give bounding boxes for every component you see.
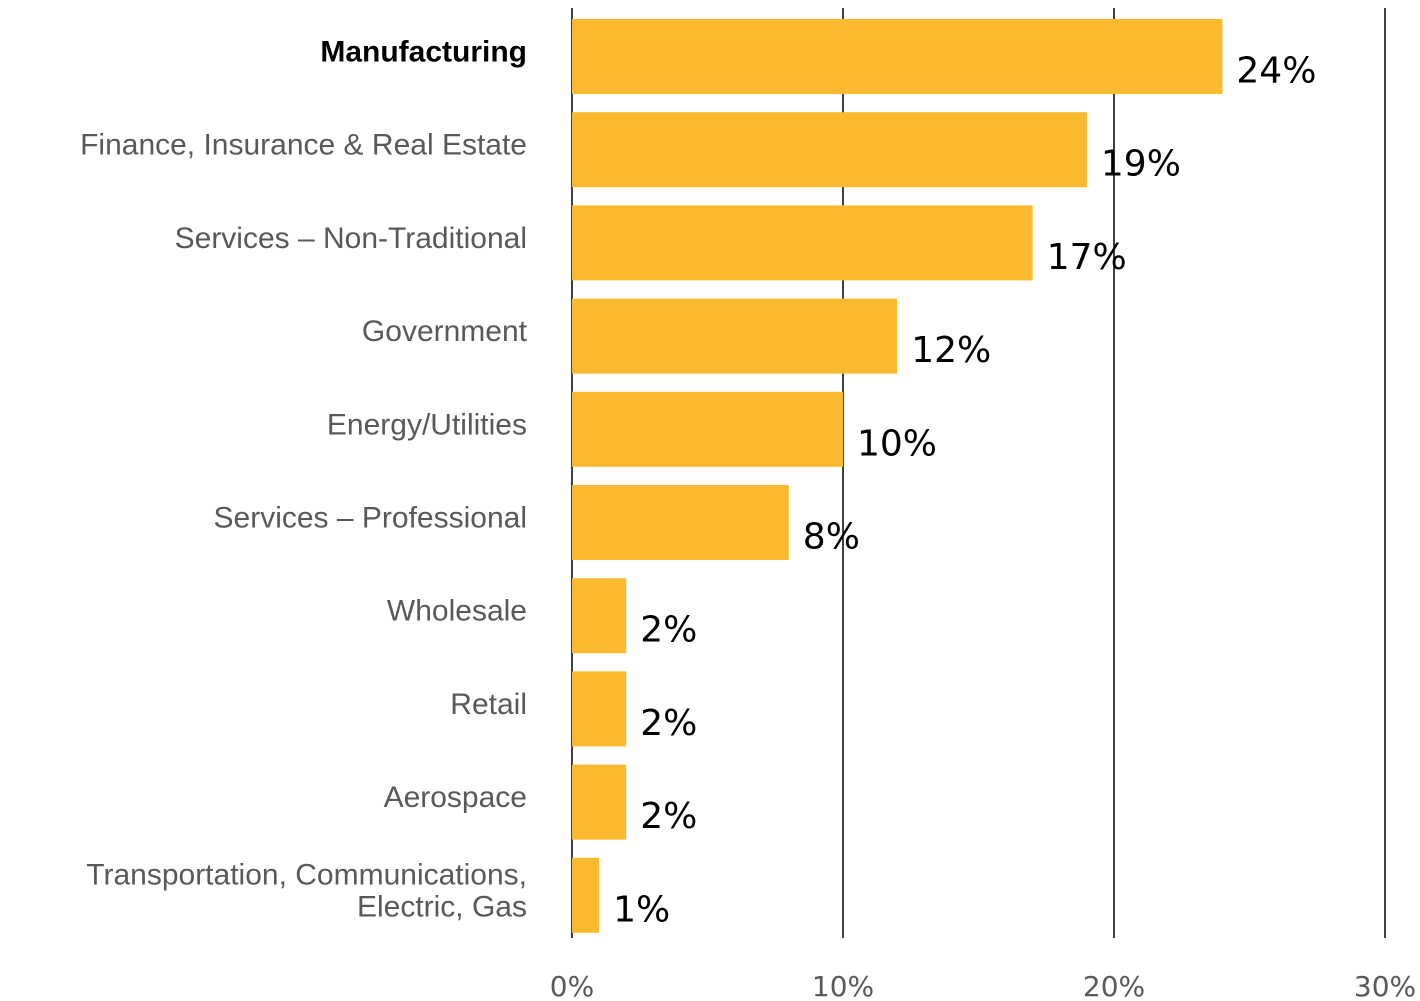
category-label-line: Aerospace xyxy=(384,781,527,814)
category-label: Finance, Insurance & Real Estate xyxy=(80,129,527,162)
bar xyxy=(572,112,1087,187)
category-label-line: Services – Professional xyxy=(214,502,527,535)
category-label-line: Retail xyxy=(450,688,527,721)
bar xyxy=(572,858,599,933)
bar xyxy=(572,299,897,374)
category-label-line: Manufacturing xyxy=(320,36,527,69)
data-label: 12% xyxy=(911,330,991,371)
data-label: 2% xyxy=(640,703,697,744)
bar xyxy=(572,671,626,746)
category-label: Government xyxy=(362,315,528,348)
category-label-line: Electric, Gas xyxy=(357,890,527,923)
data-label: 2% xyxy=(640,796,697,837)
bar xyxy=(572,485,789,560)
category-label: Retail xyxy=(450,688,527,721)
data-label: 8% xyxy=(803,517,860,558)
data-label: 10% xyxy=(857,423,937,464)
x-tick-label: 20% xyxy=(1083,970,1145,1001)
data-label: 24% xyxy=(1236,51,1316,92)
category-label: Services – Non-Traditional xyxy=(175,222,527,255)
bar xyxy=(572,765,626,840)
data-label: 1% xyxy=(613,889,670,930)
category-label-line: Energy/Utilities xyxy=(327,408,527,441)
category-label-line: Transportation, Communications, xyxy=(86,858,527,891)
category-label-line: Wholesale xyxy=(387,595,527,628)
category-labels: Manufacturing Finance, Insurance & Real E… xyxy=(80,36,528,924)
bar xyxy=(572,392,843,467)
category-label: Transportation, Communications, Electric,… xyxy=(86,858,527,923)
x-tick-label: 30% xyxy=(1354,970,1416,1001)
x-tick-label: 0% xyxy=(550,970,594,1001)
category-label-line: Government xyxy=(362,315,528,348)
data-label: 2% xyxy=(640,610,697,651)
bar xyxy=(572,205,1033,280)
bar xyxy=(572,578,626,653)
data-label: 17% xyxy=(1047,237,1127,278)
category-label-line: Finance, Insurance & Real Estate xyxy=(80,129,527,162)
category-label: Energy/Utilities xyxy=(327,408,527,441)
x-axis-ticks: 0% 10% 20% 30% xyxy=(550,970,1416,1001)
category-label-line: Services – Non-Traditional xyxy=(175,222,527,255)
bar xyxy=(572,19,1222,94)
x-tick-label: 10% xyxy=(812,970,874,1001)
data-label: 19% xyxy=(1101,144,1181,185)
category-label: Manufacturing xyxy=(320,36,527,69)
category-label: Wholesale xyxy=(387,595,527,628)
category-label: Services – Professional xyxy=(214,502,527,535)
category-label: Aerospace xyxy=(384,781,527,814)
